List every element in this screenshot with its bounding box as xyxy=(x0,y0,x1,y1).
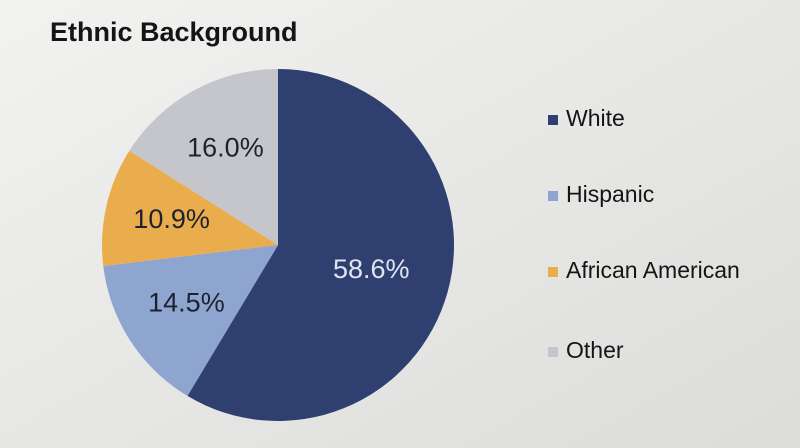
legend-label: Hispanic xyxy=(566,181,654,207)
value-label: 10.9% xyxy=(133,204,210,234)
pie-slice xyxy=(103,245,279,396)
legend-label: African American xyxy=(566,257,740,283)
chart-title: Ethnic Background xyxy=(50,17,298,47)
value-label: 58.6% xyxy=(333,254,410,284)
legend-swatch xyxy=(548,115,558,125)
legend-swatch xyxy=(548,267,558,277)
pie-slice xyxy=(102,150,278,266)
value-label: 14.5% xyxy=(148,287,225,317)
legend-swatch xyxy=(548,347,558,357)
value-label: 16.0% xyxy=(187,133,264,163)
pie-slice xyxy=(187,69,455,421)
legend-swatch xyxy=(548,191,558,201)
legend-label: Other xyxy=(566,337,624,363)
legend-label: White xyxy=(566,105,625,131)
pie-slice xyxy=(129,69,278,245)
